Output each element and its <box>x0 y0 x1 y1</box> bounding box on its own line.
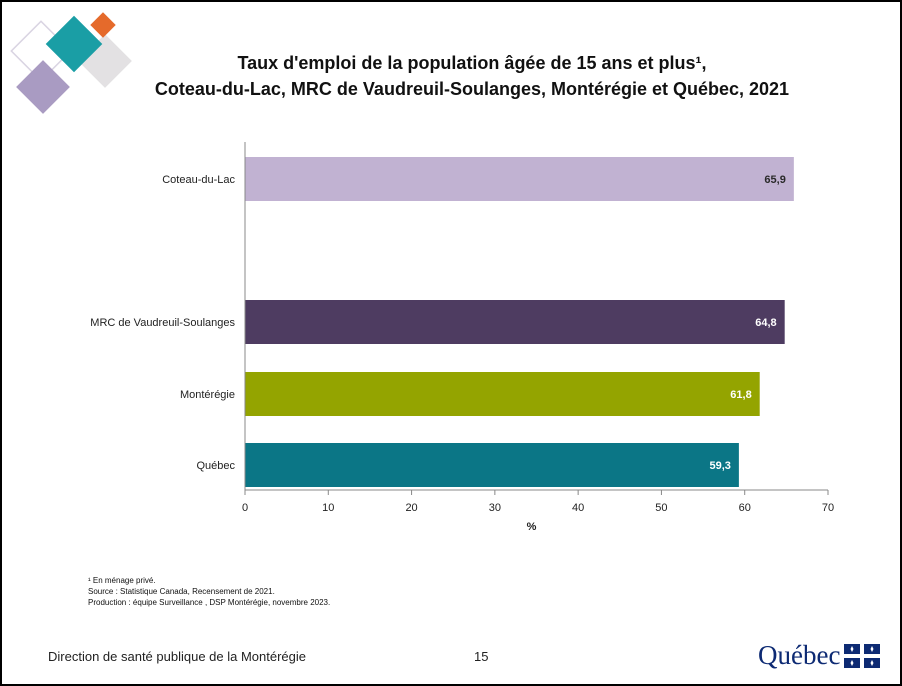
value-label-2: 61,8 <box>730 389 751 401</box>
x-axis-label: % <box>527 521 537 533</box>
value-label-0: 65,9 <box>764 174 785 186</box>
footnotes: ¹ En ménage privé. Source : Statistique … <box>88 575 330 608</box>
x-tick-label-2: 20 <box>405 502 417 514</box>
x-tick-label-7: 70 <box>822 502 834 514</box>
x-tick-label-4: 40 <box>572 502 584 514</box>
bar-1 <box>245 300 785 344</box>
footnote-source: Source : Statistique Canada, Recensement… <box>88 587 275 596</box>
square-purple <box>16 60 70 114</box>
quebec-logo: Québec <box>758 640 881 671</box>
footer-organization: Direction de santé publique de la Montér… <box>48 649 307 664</box>
bar-chart: Coteau-du-Lac 65,9 MRC de Vaudreuil-Soulan… <box>90 142 834 533</box>
square-orange <box>90 12 116 38</box>
x-tick-label-1: 10 <box>322 502 334 514</box>
x-tick-label-5: 50 <box>655 502 667 514</box>
quebec-logo-text: Québec <box>758 640 841 670</box>
fleur-de-lis-flag-icon <box>844 643 881 668</box>
footnote-1: ¹ En ménage privé. <box>88 576 156 585</box>
chart-title: Taux d'emploi de la population âgée de 1… <box>122 50 822 102</box>
category-label-0: Coteau-du-Lac <box>162 174 235 186</box>
footnote-production: Production : équipe Surveillance , DSP M… <box>88 598 331 607</box>
category-label-2: Montérégie <box>180 389 235 401</box>
category-label-1: MRC de Vaudreuil-Soulanges <box>90 317 235 329</box>
value-label-1: 64,8 <box>755 317 776 329</box>
chart-title-line1: Taux d'emploi de la population âgée de 1… <box>237 53 707 73</box>
bar-0 <box>245 157 794 201</box>
category-label-3: Québec <box>196 460 235 472</box>
x-tick-label-6: 60 <box>739 502 751 514</box>
bar-3 <box>245 443 739 487</box>
page-number: 15 <box>474 649 489 664</box>
decorative-squares-logo <box>10 12 132 114</box>
x-tick-label-3: 30 <box>489 502 501 514</box>
square-teal <box>45 15 103 73</box>
chart-title-line2: Coteau-du-Lac, MRC de Vaudreuil-Soulange… <box>154 79 790 99</box>
value-label-3: 59,3 <box>709 460 730 472</box>
bar-2 <box>245 372 760 416</box>
x-tick-label-0: 0 <box>242 502 248 514</box>
